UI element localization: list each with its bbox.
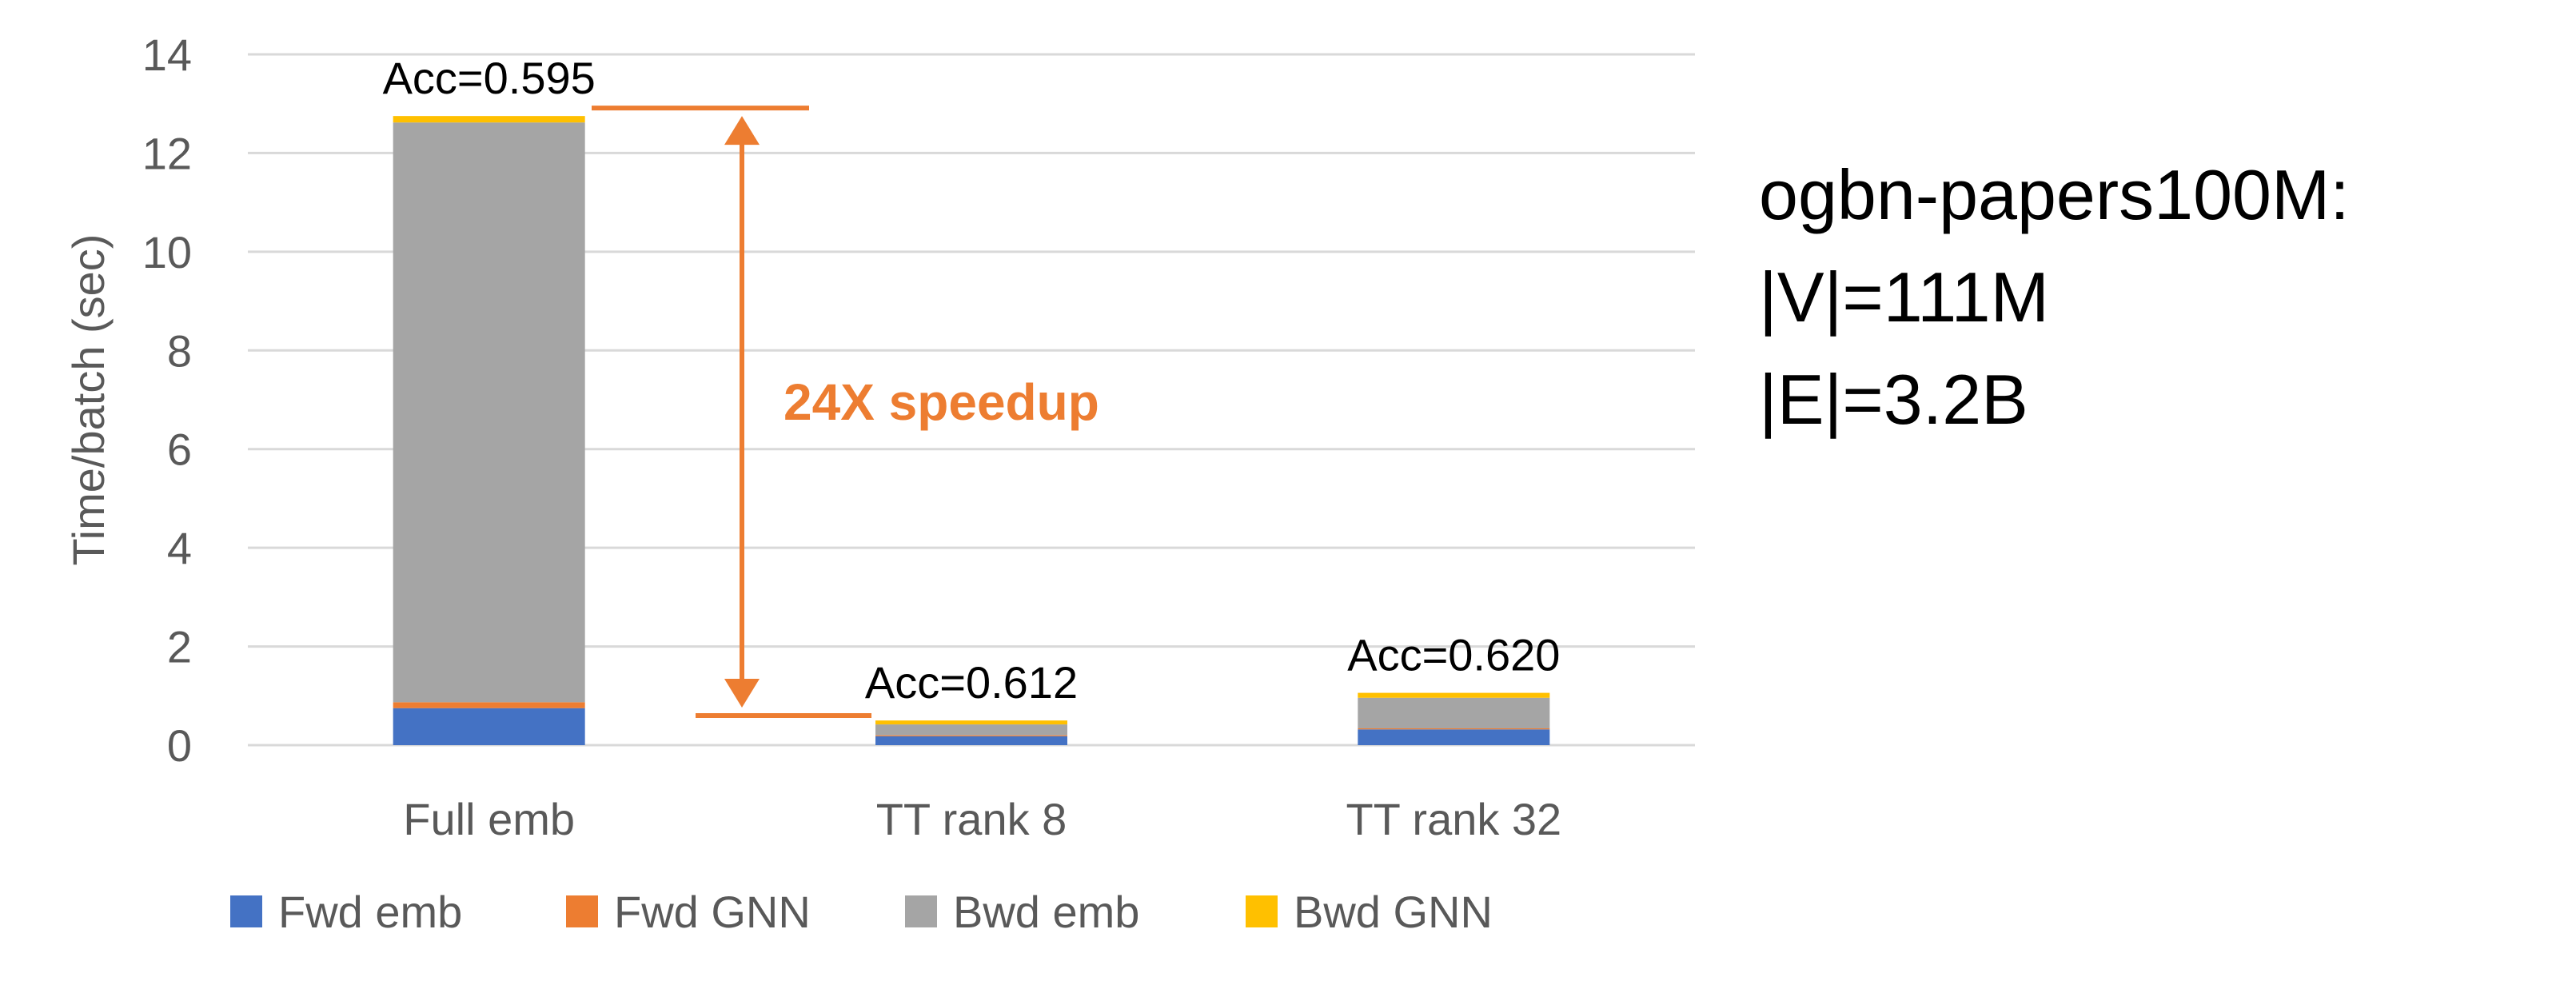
bars: [393, 116, 1550, 745]
legend-label: Bwd GNN: [1294, 887, 1493, 937]
accuracy-label: Acc=0.595: [383, 53, 596, 103]
y-tick-label: 10: [142, 227, 192, 277]
dataset-name: ogbn-papers100M:: [1759, 155, 2350, 234]
bar-segment: [393, 708, 585, 745]
bar-segment: [1358, 697, 1550, 729]
legend-swatch: [230, 895, 262, 927]
legend-swatch: [1246, 895, 1278, 927]
bar-segment: [393, 116, 585, 123]
dataset-info: ogbn-papers100M: |V|=111M |E|=3.2B: [1759, 144, 2350, 451]
x-category-label: TT rank 8: [876, 794, 1067, 844]
labels: 0 2 4 6 8 10 12 14 Time/batch (sec) Full emb Acc=0…: [63, 30, 1561, 844]
y-tick-label: 2: [167, 622, 192, 672]
y-tick-label: 8: [167, 325, 192, 376]
y-tick-label: 12: [142, 128, 192, 178]
vertex-count: |V|=111M: [1759, 257, 2049, 337]
bar-segment: [875, 720, 1067, 725]
arrow-head-up: [724, 116, 760, 146]
arrow-head-down: [724, 678, 760, 708]
edge-count: |E|=3.2B: [1759, 360, 2028, 439]
y-tick-label: 0: [167, 720, 192, 771]
y-tick-label: 14: [142, 30, 192, 80]
bar-segment: [1358, 729, 1550, 745]
bar-segment: [875, 724, 1067, 736]
bar-segment: [393, 122, 585, 703]
legend-swatch: [566, 895, 598, 927]
y-tick-label: 4: [167, 523, 192, 573]
bar-segment: [393, 702, 585, 708]
legend-label: Fwd emb: [278, 887, 462, 937]
x-category-label: TT rank 32: [1346, 794, 1561, 844]
bar-segment: [1358, 728, 1550, 730]
y-tick-label: 6: [167, 425, 192, 475]
legend-swatch: [905, 895, 937, 927]
y-axis-title: Time/batch (sec): [63, 234, 114, 566]
accuracy-label: Acc=0.620: [1347, 630, 1560, 680]
legend: Fwd emb Fwd GNN Bwd emb Bwd GNN: [230, 887, 1493, 937]
legend-label: Bwd emb: [953, 887, 1139, 937]
legend-label: Fwd GNN: [614, 887, 811, 937]
bar-segment: [875, 736, 1067, 745]
bar-segment: [1358, 692, 1550, 698]
accuracy-label: Acc=0.612: [865, 657, 1078, 708]
x-category-label: Full emb: [403, 794, 575, 844]
speedup-label: 24X speedup: [784, 373, 1099, 431]
speedup-annotation: 24X speedup: [592, 106, 1099, 718]
